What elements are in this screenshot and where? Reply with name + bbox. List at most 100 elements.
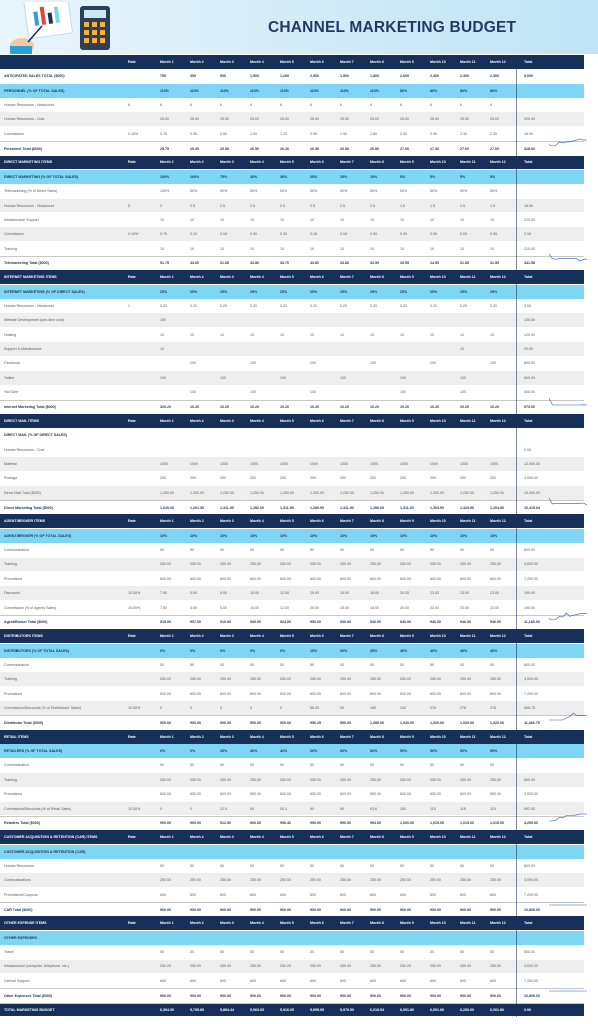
column-header: Month 8 [370, 634, 384, 639]
month-cell: 1,620.00 [160, 505, 174, 510]
month-cell: 10 [340, 217, 344, 222]
month-cell: 80% [430, 88, 438, 93]
month-cell: 250 [250, 476, 256, 481]
month-cell: 900.00 [430, 907, 441, 912]
month-cell: 5% [460, 174, 466, 179]
column-header: Month 11 [460, 59, 476, 64]
column-header: Rate [128, 418, 136, 423]
row-label: Promotions [4, 691, 23, 696]
month-cell: 600.00 [250, 691, 261, 696]
month-cell: 2,500 [310, 74, 319, 79]
month-cell: 100 [490, 361, 496, 366]
month-cell: 1000 [250, 461, 258, 466]
row-label: Training [4, 677, 17, 682]
table-row: Website Development (one-time cost) 100 10… [0, 313, 584, 328]
month-cell: 3.50 [190, 605, 197, 610]
month-cell: 50 [280, 662, 284, 667]
column-header: Month 7 [340, 634, 354, 639]
column-header: Month 2 [190, 921, 204, 926]
month-cell: 0% [250, 648, 256, 653]
month-cell: 907.00 [190, 620, 201, 625]
month-cell: 600.00 [370, 792, 381, 797]
month-cell: 250.00 [340, 677, 351, 682]
month-cell: 250 [160, 476, 166, 481]
month-cell: 50 [220, 863, 224, 868]
month-cell: 250.00 [250, 878, 261, 883]
month-cell: 240 [400, 706, 406, 711]
month-cell: 50% [340, 189, 348, 194]
total-cell: 0.00 [524, 1008, 531, 1013]
column-header: Month 5 [280, 734, 294, 739]
month-cell: 0.30 [280, 232, 287, 237]
month-cell: 900.00 [400, 907, 411, 912]
month-cell: 600 [220, 978, 226, 983]
month-cell: 25.00 [190, 117, 199, 122]
month-cell: 15.00 [340, 591, 349, 596]
month-cell: 10% [430, 533, 438, 538]
total-cell: 692.50 [524, 806, 535, 811]
month-cell: 40% [250, 174, 258, 179]
section-title: AGENT/BROKER ITEMS [4, 519, 46, 524]
month-cell: 1000 [370, 461, 378, 466]
column-header: Month 1 [160, 921, 174, 926]
column-header: Month 7 [340, 835, 354, 840]
month-cell: 276 [460, 706, 466, 711]
month-cell: 100 [370, 361, 376, 366]
month-cell: 50 [310, 763, 314, 768]
month-cell: 250.00 [190, 562, 201, 567]
row-label: Discounts [4, 591, 20, 596]
month-cell: 25% [190, 289, 198, 294]
month-cell: 6 [460, 102, 462, 107]
row-label: AGENT/BROKER (% OF TOTAL SALES) [4, 533, 72, 538]
month-cell: 250.00 [280, 878, 291, 883]
month-cell: 250.00 [190, 964, 201, 969]
column-header: Month 5 [280, 519, 294, 524]
month-cell: 33.80 [250, 261, 259, 266]
month-cell: 50 [310, 863, 314, 868]
column-header: Month 5 [280, 418, 294, 423]
month-cell: 250.00 [460, 677, 471, 682]
desk-illustration [10, 2, 110, 54]
month-cell: 0% [160, 648, 166, 653]
column-header: Month 1 [160, 519, 174, 524]
total-cell: 973.00 [524, 405, 535, 410]
month-cell: 250.00 [280, 777, 291, 782]
total-cell: 100.00 [524, 318, 535, 323]
row-label: Distributor Total ($000) [4, 720, 44, 725]
total-row: Telemarketing Total ($000) 51.75 33.60 31.6… [0, 256, 584, 270]
month-cell: 250.00 [460, 878, 471, 883]
month-cell: 10% [340, 533, 348, 538]
month-cell: 250.00 [430, 964, 441, 969]
sparkline [549, 990, 587, 992]
column-header: Month 6 [310, 835, 324, 840]
month-cell: 250.00 [160, 562, 171, 567]
month-cell: 900.00 [160, 720, 171, 725]
month-cell: 20.20 [460, 405, 469, 410]
month-cell: 900.00 [250, 907, 261, 912]
month-cell: 946.00 [490, 620, 501, 625]
month-cell: 10.20 [490, 405, 499, 410]
month-cell: 600.00 [490, 792, 501, 797]
column-header: Month 1 [160, 418, 174, 423]
table-row: Twitter 100 100 100 100 100 100 600.00 [0, 370, 584, 385]
column-header: Month 2 [190, 275, 204, 280]
month-cell: 31.68 [220, 261, 229, 266]
month-cell: 0.20 [460, 304, 467, 308]
month-cell: 1000 [430, 461, 438, 466]
row-label: Commission/Discounts (% of Retail Sales) [4, 806, 72, 811]
row-label: Twitter [4, 375, 15, 380]
month-cell: 600.00 [250, 576, 261, 581]
month-cell: 600.00 [340, 691, 351, 696]
month-cell: 25% [340, 289, 348, 294]
table-row: Commission/Discounts (% of Retail Sales)… [0, 801, 584, 816]
month-cell: 1,500 [250, 74, 259, 79]
month-cell: 25.00 [370, 117, 379, 122]
total-cell: 318.00 [524, 146, 535, 151]
month-cell: 33.80 [310, 261, 319, 266]
month-cell: 276 [490, 706, 496, 711]
row-label: Direct Mail Total ($000) [4, 490, 41, 495]
column-header: Month 6 [310, 160, 324, 165]
month-cell: 6 [160, 102, 162, 107]
section-header-row: INTERNET MARKETING ITEMS Rate Month 1 Month… [0, 270, 584, 285]
month-cell: 600 [220, 892, 226, 897]
